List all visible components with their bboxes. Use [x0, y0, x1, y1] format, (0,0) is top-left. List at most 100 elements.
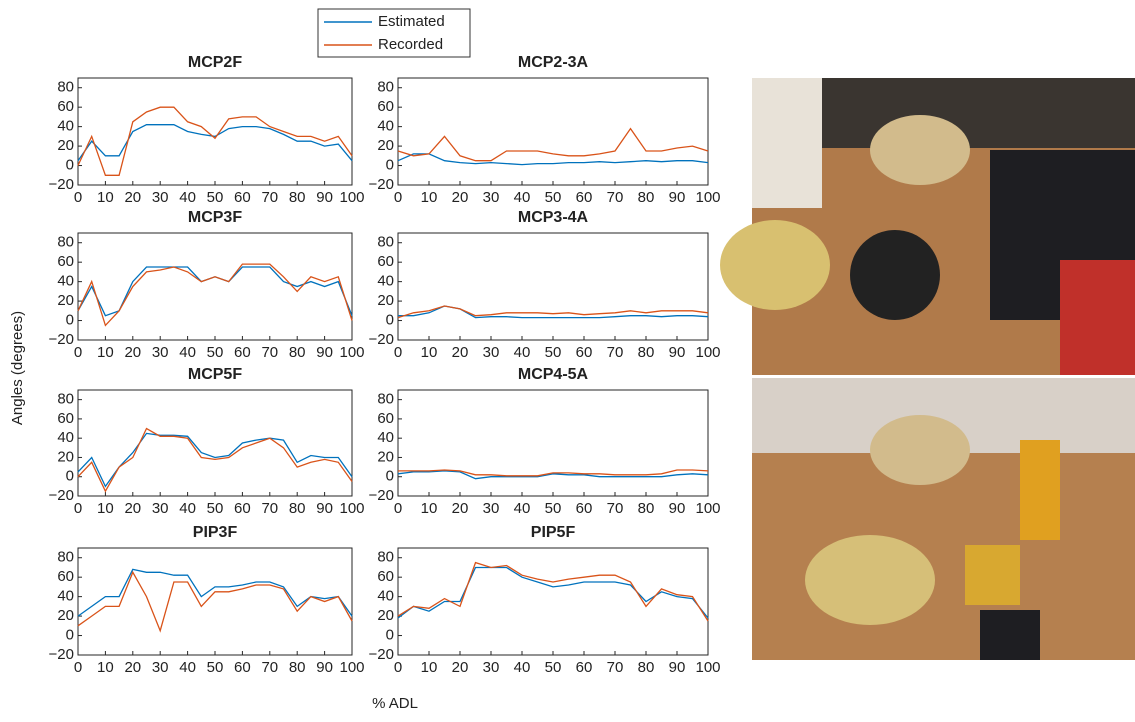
x-tick-label: 60 — [234, 500, 251, 517]
y-tick-label: −20 — [49, 487, 74, 504]
x-tick-label: 90 — [669, 344, 686, 361]
y-tick-label: 80 — [377, 234, 394, 251]
x-tick-label: 40 — [514, 189, 531, 206]
y-tick-label: 60 — [57, 410, 74, 427]
x-tick-label: 80 — [638, 659, 655, 676]
x-tick-label: 10 — [97, 659, 114, 676]
chart-title: MCP3F — [188, 209, 242, 226]
chart-title: MCP3-4A — [518, 209, 589, 226]
series-line — [397, 470, 709, 480]
x-tick-label: 70 — [261, 189, 278, 206]
x-tick-label: 30 — [483, 189, 500, 206]
x-tick-label: 80 — [289, 189, 306, 206]
y-tick-label: −20 — [369, 646, 394, 663]
series-line — [77, 432, 353, 488]
chart-title: PIP5F — [531, 524, 576, 541]
x-tick-label: 100 — [695, 500, 720, 517]
x-tick-label: 50 — [207, 189, 224, 206]
x-tick-label: 40 — [179, 659, 196, 676]
x-tick-label: 70 — [607, 659, 624, 676]
x-tick-label: 40 — [179, 344, 196, 361]
x-tick-label: 70 — [607, 344, 624, 361]
x-tick-label: 80 — [638, 344, 655, 361]
y-tick-label: 20 — [377, 607, 394, 624]
x-tick-label: 100 — [339, 659, 364, 676]
x-tick-label: 70 — [261, 659, 278, 676]
y-tick-label: 20 — [377, 448, 394, 465]
y-tick-label: 60 — [57, 568, 74, 585]
x-tick-label: 80 — [289, 659, 306, 676]
y-tick-label: 80 — [57, 549, 74, 566]
chart-title: PIP3F — [193, 524, 238, 541]
series-line — [397, 127, 709, 162]
x-tick-label: 70 — [261, 344, 278, 361]
legend — [317, 8, 471, 58]
series-line — [397, 305, 709, 319]
x-tick-label: 80 — [289, 344, 306, 361]
series-line — [77, 568, 353, 617]
x-tick-label: 60 — [576, 500, 593, 517]
x-tick-label: 90 — [316, 344, 333, 361]
x-tick-label: 70 — [261, 500, 278, 517]
x-tick-label: 10 — [97, 189, 114, 206]
y-tick-label: 60 — [57, 253, 74, 270]
y-tick-label: 0 — [66, 157, 74, 174]
x-tick-label: 70 — [607, 189, 624, 206]
y-tick-label: 40 — [57, 588, 74, 605]
y-tick-label: 20 — [57, 448, 74, 465]
plot-area — [397, 232, 709, 341]
x-tick-label: 100 — [339, 189, 364, 206]
y-tick-label: 0 — [386, 468, 394, 485]
y-tick-label: 80 — [57, 79, 74, 96]
y-tick-label: 80 — [377, 391, 394, 408]
y-tick-label: 60 — [377, 253, 394, 270]
series-line — [77, 427, 353, 493]
x-tick-label: 90 — [669, 659, 686, 676]
y-tick-label: 40 — [377, 588, 394, 605]
y-tick-label: 40 — [57, 118, 74, 135]
x-tick-label: 20 — [452, 189, 469, 206]
x-tick-label: 10 — [421, 659, 438, 676]
series-line — [398, 469, 709, 477]
x-tick-label: 50 — [545, 659, 562, 676]
y-tick-label: 40 — [57, 273, 74, 290]
chart-title: MCP2F — [188, 54, 242, 71]
x-tick-label: 40 — [179, 500, 196, 517]
x-tick-label: 50 — [545, 189, 562, 206]
x-tick-label: 100 — [339, 500, 364, 517]
x-tick-label: 100 — [339, 344, 364, 361]
y-tick-label: −20 — [49, 331, 74, 348]
y-tick-label: −20 — [369, 487, 394, 504]
series-line — [77, 263, 353, 327]
x-tick-label: 0 — [74, 500, 82, 517]
x-tick-label: 0 — [394, 189, 402, 206]
x-tick-label: 20 — [124, 659, 141, 676]
y-tick-label: 40 — [377, 118, 394, 135]
x-tick-label: 90 — [669, 189, 686, 206]
y-tick-label: −20 — [369, 176, 394, 193]
photo-top — [720, 78, 1135, 375]
x-tick-label: 60 — [576, 189, 593, 206]
x-tick-label: 90 — [316, 500, 333, 517]
x-tick-label: 40 — [514, 500, 531, 517]
series-line — [397, 153, 709, 166]
x-tick-label: 50 — [545, 500, 562, 517]
x-tick-label: 90 — [669, 500, 686, 517]
y-tick-label: 60 — [57, 98, 74, 115]
x-tick-label: 0 — [394, 344, 402, 361]
x-tick-label: 50 — [207, 659, 224, 676]
x-tick-label: 70 — [607, 500, 624, 517]
series-line — [397, 561, 709, 622]
x-tick-label: 10 — [421, 189, 438, 206]
y-tick-label: 60 — [377, 98, 394, 115]
x-tick-label: 0 — [74, 189, 82, 206]
chart-title: MCP5F — [188, 366, 242, 383]
x-tick-label: 100 — [695, 659, 720, 676]
x-tick-label: 80 — [638, 500, 655, 517]
x-tick-label: 40 — [514, 659, 531, 676]
x-tick-label: 90 — [316, 659, 333, 676]
x-axis-label: % ADL — [372, 695, 418, 712]
plot-area — [77, 232, 353, 341]
x-tick-label: 100 — [695, 189, 720, 206]
